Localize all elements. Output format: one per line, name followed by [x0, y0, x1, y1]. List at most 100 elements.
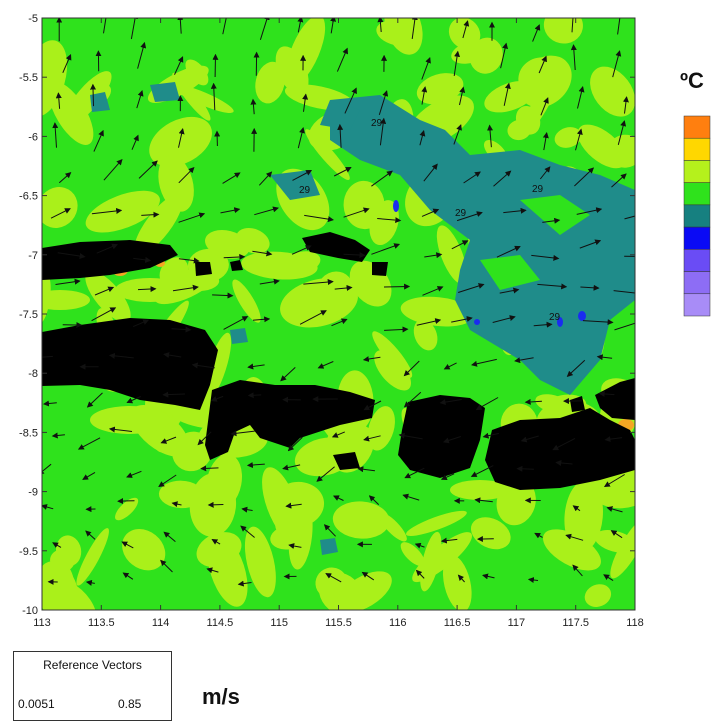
current-vector-arrow [206, 567, 219, 574]
current-vector-arrow [103, 158, 123, 181]
contour-label: 29 [455, 208, 467, 219]
current-vector-arrow [343, 207, 370, 218]
x-tick-label: 113 [33, 617, 51, 629]
current-vector-arrow [415, 569, 425, 579]
current-vector-arrow [43, 400, 57, 407]
current-vector-arrow [537, 283, 568, 290]
current-vector-arrow [160, 559, 173, 573]
y-tick-label: -5.5 [19, 72, 38, 84]
current-vector-arrow [302, 93, 309, 112]
temperature-unit-label: ºC [680, 68, 704, 93]
x-tick-label: 117 [508, 617, 526, 629]
current-vector-arrow [317, 361, 334, 369]
x-tick-label: 113.5 [88, 617, 115, 629]
colorbar-swatch [683, 293, 711, 317]
current-vector-arrow [451, 240, 469, 250]
current-vector-arrow [126, 396, 141, 404]
current-vector-arrow [398, 432, 423, 440]
current-vector-arrow [247, 392, 262, 399]
current-vector-arrow [171, 326, 192, 333]
current-vector-arrow [96, 243, 119, 254]
sumbawa-north [595, 378, 635, 420]
vector-unit-label: m/s [202, 684, 240, 709]
current-vector-arrow [220, 207, 241, 214]
current-vector-arrow [126, 470, 142, 478]
current-vector-arrow [254, 206, 279, 216]
current-vector-arrow [246, 462, 265, 469]
current-vector-arrow [237, 580, 252, 587]
current-vector-arrow [247, 363, 265, 370]
current-vector-arrow [178, 212, 206, 223]
current-vector-arrow [613, 290, 635, 297]
current-vector-arrow [363, 435, 381, 442]
current-vector-arrow [439, 399, 462, 406]
colorbar-swatch [683, 226, 711, 250]
x-tick-label: 117.5 [562, 617, 589, 629]
current-vector-arrow [52, 542, 62, 548]
contour-label: 29 [299, 185, 311, 196]
current-vector-arrow [121, 541, 134, 549]
current-vector-arrow [191, 362, 215, 369]
current-vector-arrow [612, 50, 622, 78]
y-tick-label: -9 [28, 487, 38, 499]
current-vector-arrow [57, 252, 86, 259]
y-tick-label: -6.5 [19, 191, 38, 203]
current-vector-arrow [516, 465, 534, 472]
current-vector-arrow [297, 127, 305, 149]
current-vector-arrow [55, 278, 81, 285]
x-tick-label: 115.5 [325, 617, 352, 629]
current-vector-arrow [421, 56, 431, 80]
current-vector-arrow [363, 400, 382, 411]
current-vector-arrow [614, 320, 635, 331]
current-vector-arrow [282, 464, 301, 471]
current-vector-arrow [503, 207, 527, 214]
current-vector-arrow [542, 217, 561, 224]
current-vector-arrow [211, 538, 221, 545]
current-vector-arrow [137, 286, 157, 293]
current-vector-arrow [422, 286, 444, 296]
current-vector-arrow [416, 318, 442, 326]
current-vector-arrow [50, 208, 71, 219]
current-vector-arrow [52, 122, 59, 148]
current-vector-arrow [520, 435, 539, 443]
current-vector-arrow [108, 426, 133, 433]
current-vector-arrow [571, 18, 574, 33]
current-vector-arrow [611, 173, 627, 188]
current-vector-arrow [337, 123, 344, 148]
current-vector-arrow [419, 130, 426, 146]
current-vector-arrow [77, 437, 101, 450]
current-vector-arrow [331, 318, 348, 327]
current-vector-arrow [453, 124, 462, 145]
coolest-sst-spots [393, 200, 586, 327]
x-tick-label: 116 [389, 617, 407, 629]
current-vector-arrow [527, 577, 539, 583]
current-vector-arrow [603, 574, 614, 582]
current-vector-arrow [210, 82, 217, 111]
current-vector-arrow [538, 55, 547, 74]
current-vector-arrow [250, 98, 257, 115]
current-vector-arrow [297, 18, 304, 33]
y-tick-label: -7.5 [19, 309, 38, 321]
current-vector-arrow [42, 355, 53, 358]
current-vector-arrow [475, 397, 499, 411]
current-vector-arrow [133, 256, 152, 263]
colorbar-swatch [683, 137, 711, 161]
current-vector-arrow [223, 253, 246, 260]
current-vectors [42, 18, 635, 587]
current-vector-arrow [94, 286, 115, 296]
current-vector-arrow [617, 18, 621, 35]
current-vector-arrow [133, 319, 150, 328]
temperature-colorbar [683, 115, 711, 317]
current-vector-arrow [579, 239, 602, 249]
current-vector-arrow [141, 211, 160, 218]
nusa-penida [333, 452, 360, 470]
current-vector-arrow [624, 215, 635, 220]
current-vector-arrow [162, 391, 186, 398]
islet-3 [372, 262, 388, 276]
lombok-island [398, 395, 485, 478]
current-vector-arrow [91, 207, 123, 215]
current-vector-arrow [576, 207, 603, 215]
colorbar-swatch [683, 115, 711, 139]
current-vector-arrow [332, 495, 344, 501]
current-vector-arrow [42, 463, 52, 475]
